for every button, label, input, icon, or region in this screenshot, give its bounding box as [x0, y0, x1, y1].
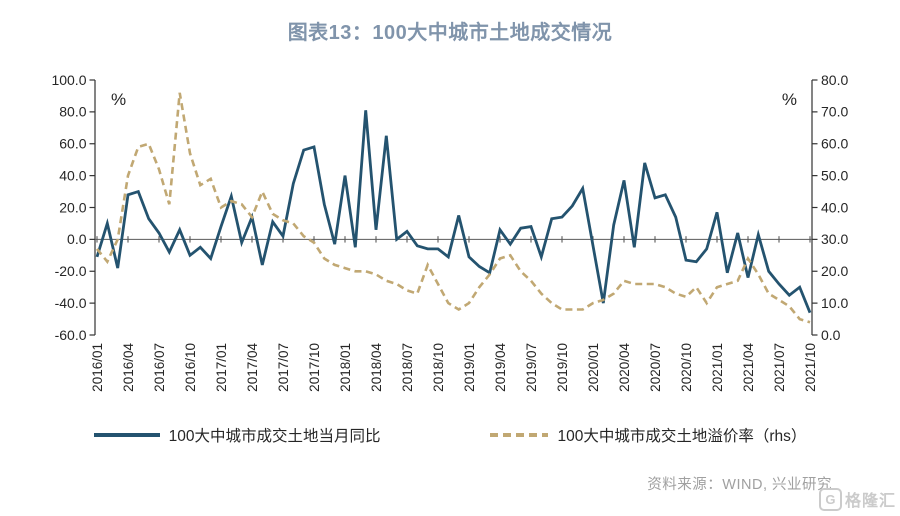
right-axis-tick-label: 70.0	[821, 104, 848, 120]
x-axis-tick-label: 2016/04	[121, 343, 136, 392]
x-axis-tick-label: 2021/07	[772, 343, 787, 392]
series-line-premium	[95, 92, 811, 324]
chart-legend: 100大中城市成交土地当月同比 100大中城市成交土地溢价率（rhs）	[0, 424, 900, 446]
legend-marker-yoy-line	[93, 433, 160, 437]
x-axis-tick-label: 2018/07	[400, 343, 415, 392]
left-axis-tick-label: 60.0	[59, 136, 86, 152]
x-axis-tick-label: 2021/04	[741, 343, 756, 392]
left-axis-tick-label: 40.0	[59, 167, 86, 183]
x-axis-tick-label: 2016/01	[90, 343, 105, 392]
x-axis-tick-label: 2021/10	[803, 343, 818, 392]
x-axis-tick-label: 2018/10	[431, 343, 446, 392]
x-axis-tick-label: 2017/04	[245, 343, 260, 392]
x-axis-tick-label: 2020/01	[586, 343, 601, 392]
x-axis-tick-label: 2016/07	[152, 343, 167, 392]
x-axis-tick-label: 2019/01	[462, 343, 477, 392]
legend-label-yoy: 100大中城市成交土地当月同比	[168, 428, 381, 445]
left-axis-tick-label: -60.0	[55, 327, 87, 343]
x-axis-tick-label: 2021/01	[710, 343, 725, 392]
x-axis-tick-label: 2020/10	[679, 343, 694, 392]
x-axis-tick-label: 2019/10	[555, 343, 570, 392]
right-axis-tick-label: 30.0	[821, 231, 848, 247]
x-axis-tick-label: 2018/04	[369, 343, 384, 392]
left-axis-unit-label: %	[111, 90, 126, 109]
right-axis-tick-label: 0.0	[821, 327, 841, 343]
right-axis-tick-label: 50.0	[821, 167, 848, 183]
x-axis-tick-label: 2017/07	[276, 343, 291, 392]
left-axis-tick-label: 20.0	[59, 199, 86, 215]
left-axis-tick-label: 0.0	[67, 231, 87, 247]
right-axis-tick-label: 60.0	[821, 136, 848, 152]
legend-label-premium: 100大中城市成交土地溢价率（rhs）	[557, 428, 807, 445]
data-source-note: 资料来源：WIND, 兴业研究	[647, 477, 832, 493]
gelonghui-logo-text: 格隆汇	[844, 493, 896, 510]
x-axis-tick-label: 2016/10	[183, 343, 198, 392]
gelonghui-watermark: G 格隆汇	[818, 487, 896, 511]
left-axis-tick-label: -20.0	[55, 263, 87, 279]
legend-item-premium: 100大中城市成交土地溢价率（rhs）	[490, 424, 806, 446]
right-axis-tick-label: 80.0	[821, 72, 848, 88]
x-axis-tick-label: 2017/10	[307, 343, 322, 392]
right-axis-tick-label: 40.0	[821, 199, 848, 215]
left-axis-tick-label: 80.0	[59, 104, 86, 120]
right-axis-tick-label: 10.0	[821, 295, 848, 311]
chart-title: 图表13：100大中城市土地成交情况	[287, 22, 613, 44]
gelonghui-logo-icon: G	[818, 487, 842, 511]
left-axis-tick-label: -40.0	[55, 295, 87, 311]
x-axis-tick-label: 2018/01	[338, 343, 353, 392]
left-axis-tick-label: 100.0	[51, 72, 86, 88]
x-axis-tick-label: 2019/04	[493, 343, 508, 392]
legend-marker-premium-line	[490, 433, 549, 437]
x-axis-tick-label: 2017/01	[214, 343, 229, 392]
legend-item-yoy: 100大中城市成交土地当月同比	[93, 424, 381, 446]
right-axis-tick-label: 20.0	[821, 263, 848, 279]
x-axis-tick-label: 2020/07	[648, 343, 663, 392]
x-axis-tick-label: 2019/07	[524, 343, 539, 392]
right-axis-unit-label: %	[782, 90, 797, 109]
x-axis-tick-label: 2020/04	[617, 343, 632, 392]
series-line-yoy	[95, 110, 812, 314]
